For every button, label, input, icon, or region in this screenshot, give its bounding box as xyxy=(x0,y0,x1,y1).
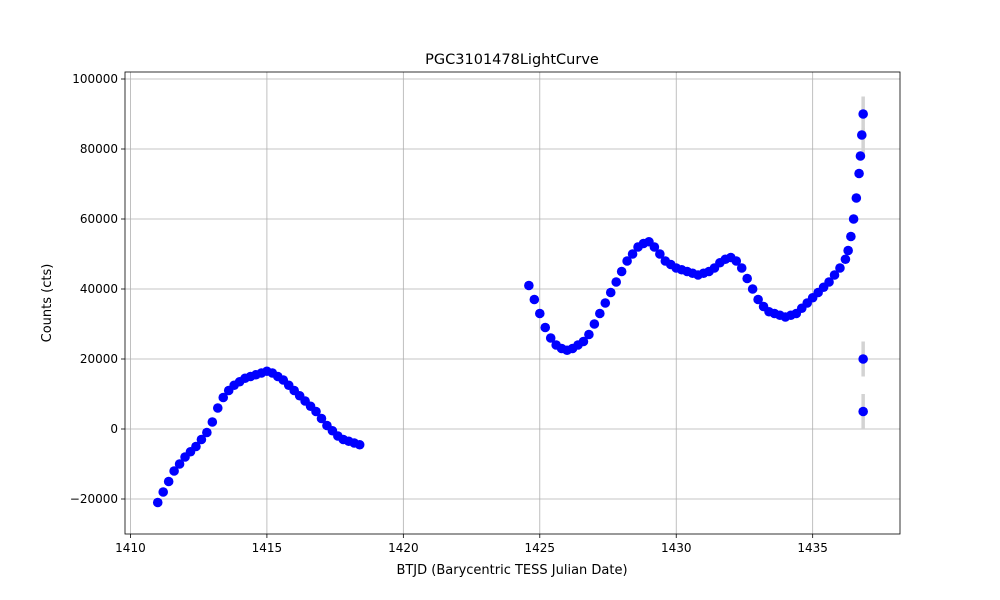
data-point xyxy=(736,263,747,273)
y-tick-label: 60000 xyxy=(80,212,118,226)
data-point xyxy=(605,287,616,298)
data-point xyxy=(540,322,551,333)
chart-title: PGC3101478LightCurve xyxy=(425,52,599,68)
grid-lines xyxy=(125,72,900,534)
data-point xyxy=(622,256,632,266)
x-tick-label: 1420 xyxy=(388,541,419,555)
data-point xyxy=(354,439,365,450)
data-points xyxy=(152,109,868,508)
data-point xyxy=(545,333,556,343)
data-point xyxy=(595,308,605,319)
data-point xyxy=(196,434,207,445)
data-point xyxy=(152,497,163,508)
data-point xyxy=(829,270,840,280)
data-point xyxy=(311,406,321,417)
axis-ticks: 1410 1415 1420 1425 1430 1435 −20000 0 20000 4000… xyxy=(70,72,828,555)
x-tick-label: 1435 xyxy=(797,541,828,555)
data-point xyxy=(843,245,853,256)
data-point xyxy=(169,466,179,476)
data-point xyxy=(742,273,752,284)
data-point xyxy=(856,130,867,140)
y-tick-label: 80000 xyxy=(80,142,118,156)
data-point xyxy=(191,441,201,452)
data-point xyxy=(627,249,638,259)
y-tick-label: −20000 xyxy=(70,492,118,506)
data-point xyxy=(858,406,868,417)
data-point xyxy=(218,392,229,403)
data-point xyxy=(840,254,851,265)
y-tick-label: 40000 xyxy=(80,282,118,296)
data-point xyxy=(584,329,594,340)
data-point xyxy=(858,109,868,119)
plot-frame xyxy=(124,71,901,535)
data-point xyxy=(202,427,212,438)
data-point xyxy=(158,487,169,497)
data-point xyxy=(731,256,742,266)
data-point xyxy=(600,298,611,308)
data-point xyxy=(854,168,864,179)
data-point xyxy=(212,403,223,413)
data-point xyxy=(747,284,758,294)
data-point xyxy=(611,277,621,287)
data-point xyxy=(524,280,534,291)
y-tick-label: 20000 xyxy=(80,352,118,366)
y-tick-label: 0 xyxy=(110,422,118,436)
data-point xyxy=(316,413,327,424)
data-point xyxy=(753,294,763,305)
data-point xyxy=(174,459,185,469)
data-point xyxy=(824,277,834,287)
data-point xyxy=(578,336,589,347)
data-point xyxy=(534,308,545,319)
x-tick-label: 1410 xyxy=(115,541,146,555)
data-point xyxy=(649,242,660,252)
data-point xyxy=(846,231,856,242)
data-point xyxy=(851,193,862,203)
x-axis-label: BTJD (Barycentric TESS Julian Date) xyxy=(396,563,627,578)
y-tick-label: 100000 xyxy=(72,72,118,86)
data-point xyxy=(835,263,845,273)
x-tick-label: 1415 xyxy=(252,541,283,555)
data-point xyxy=(207,417,218,427)
data-point xyxy=(616,266,627,277)
data-point xyxy=(858,354,868,364)
data-point xyxy=(589,319,600,329)
data-point xyxy=(655,249,665,259)
data-point xyxy=(163,476,174,487)
x-tick-label: 1425 xyxy=(525,541,556,555)
data-point xyxy=(529,294,540,305)
y-axis-label: Counts (cts) xyxy=(40,264,55,343)
data-point xyxy=(855,151,866,161)
data-point xyxy=(848,214,859,224)
x-tick-label: 1430 xyxy=(661,541,692,555)
